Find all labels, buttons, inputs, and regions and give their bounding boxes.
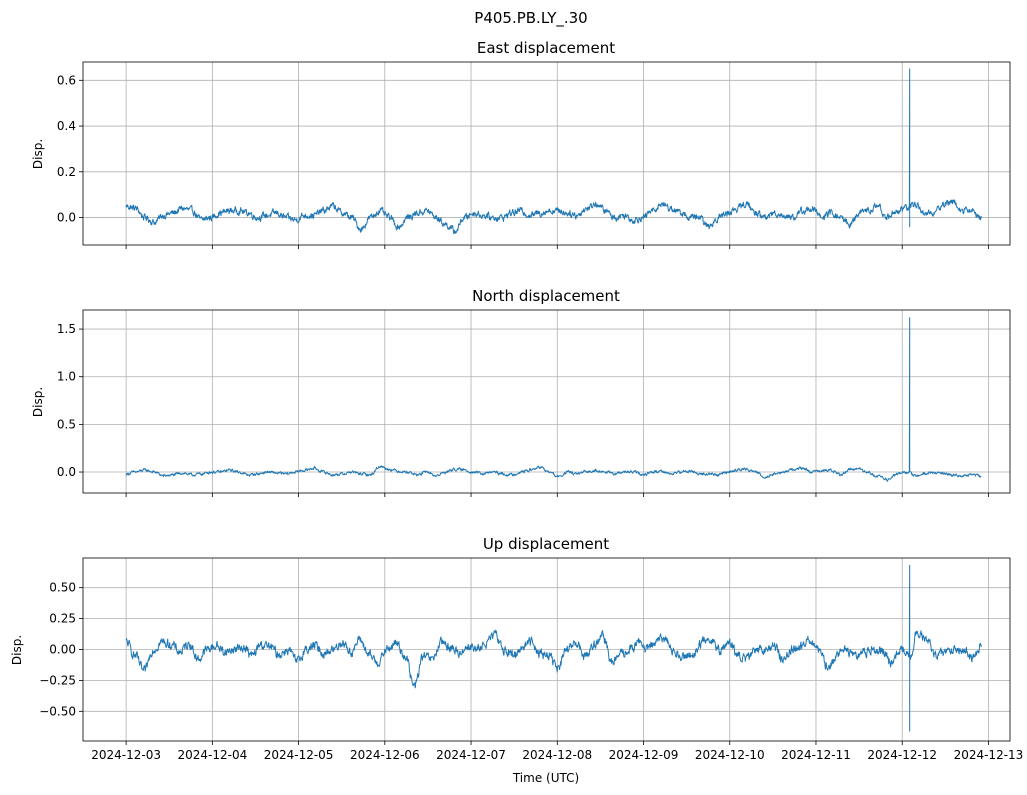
east-ticks: 0.0 0.2 0.4 0.6 [57,73,989,249]
north-frame [82,309,1011,494]
up-series-line [125,564,982,732]
north-ytick-label: 0.5 [57,417,76,431]
east-grid [83,62,1010,245]
up-xtick-label: 2024-12-03 [91,748,161,762]
up-xlabel: Time (UTC) [512,771,579,785]
up-ytick-label: −0.25 [39,673,76,687]
up-xtick-label: 2024-12-09 [609,748,679,762]
east-ytick-label: 0.0 [57,211,76,225]
up-xtick-label: 2024-12-06 [350,748,420,762]
up-xtick-label: 2024-12-05 [264,748,334,762]
up-xtick-label: 2024-12-04 [177,748,247,762]
up-ytick-label: 0.50 [49,581,76,595]
north-title: North displacement [472,287,620,305]
north-ylabel: Disp. [31,387,45,417]
north-ytick-label: 1.5 [57,322,76,336]
east-title: East displacement [477,39,615,57]
up-panel: Up displacement Disp. 2024-12-03 2024-12-… [10,535,1023,785]
up-xtick-label: 2024-12-10 [695,748,765,762]
up-ticks: 2024-12-03 2024-12-04 2024-12-05 2024-12-06… [39,581,1023,762]
east-ylabel: Disp. [31,139,45,169]
up-xtick-label: 2024-12-13 [954,748,1024,762]
north-series-line [125,317,982,482]
north-ytick-label: 0.0 [57,465,76,479]
up-xtick-label: 2024-12-07 [436,748,506,762]
east-panel: East displacement Disp. 0.0 0.2 0.4 0.6 [31,39,1011,249]
up-grid [83,558,1010,741]
up-ytick-label: 0.25 [49,612,76,626]
up-xtick-label: 2024-12-12 [867,748,937,762]
east-frame [82,61,1011,246]
north-grid [83,310,1010,493]
east-ytick-label: 0.6 [57,73,76,87]
up-ylabel: Disp. [10,635,24,665]
east-ytick-label: 0.2 [57,165,76,179]
north-ytick-label: 1.0 [57,370,76,384]
east-series-line [125,68,982,235]
up-xtick-label: 2024-12-11 [781,748,851,762]
up-ytick-label: 0.00 [49,643,76,657]
up-xtick-label: 2024-12-08 [522,748,592,762]
east-ytick-label: 0.4 [57,119,76,133]
up-title: Up displacement [483,535,609,553]
north-panel: North displacement Disp. 0.0 0.5 1.0 1.5 [31,287,1011,497]
north-ticks: 0.0 0.5 1.0 1.5 [57,322,989,497]
figure-title: P405.PB.LY_.30 [474,9,587,28]
up-ytick-label: −0.50 [39,704,76,718]
up-frame [82,557,1011,742]
